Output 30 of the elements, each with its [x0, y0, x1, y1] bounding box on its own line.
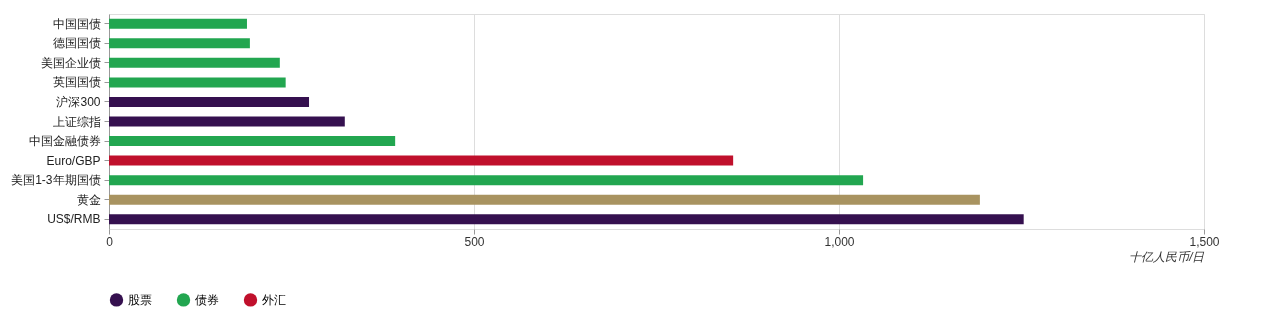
x-tick-label: 1,000 [824, 234, 855, 249]
x-tick-label: 500 [464, 234, 485, 249]
y-tick-label: 德国国债 [52, 36, 101, 51]
x-axis-title: 十亿人民币/日 [1129, 249, 1206, 264]
y-tick-label: US$/RMB [47, 212, 101, 227]
y-tick-label: 美国企业债 [40, 55, 101, 70]
y-tick-label: 沪深300 [56, 94, 101, 109]
bar [109, 77, 286, 88]
legend-label: 外汇 [262, 292, 286, 307]
bar [109, 155, 734, 166]
bar [109, 136, 396, 147]
x-tick-label: 0 [106, 234, 114, 249]
y-tick-label: 中国国债 [52, 16, 101, 31]
bar [109, 38, 250, 49]
y-tick-label: 英国国债 [52, 75, 101, 90]
y-tick-label: 黄金 [76, 192, 101, 207]
x-tick-label: 1,500 [1189, 234, 1220, 249]
bar [109, 214, 1024, 225]
bar [109, 116, 345, 127]
y-tick-label: Euro/GBP [46, 153, 101, 168]
y-tick-label: 上证综指 [52, 114, 101, 129]
legend-label: 股票 [128, 292, 152, 307]
bar [109, 96, 310, 107]
bar [109, 194, 980, 205]
y-tick-label: 美国1-3年期国债 [11, 173, 101, 188]
bar [109, 175, 864, 186]
bar [109, 57, 280, 68]
bar [109, 18, 247, 29]
y-tick-label: 中国金融债券 [28, 134, 101, 149]
legend-label: 债券 [195, 292, 219, 307]
